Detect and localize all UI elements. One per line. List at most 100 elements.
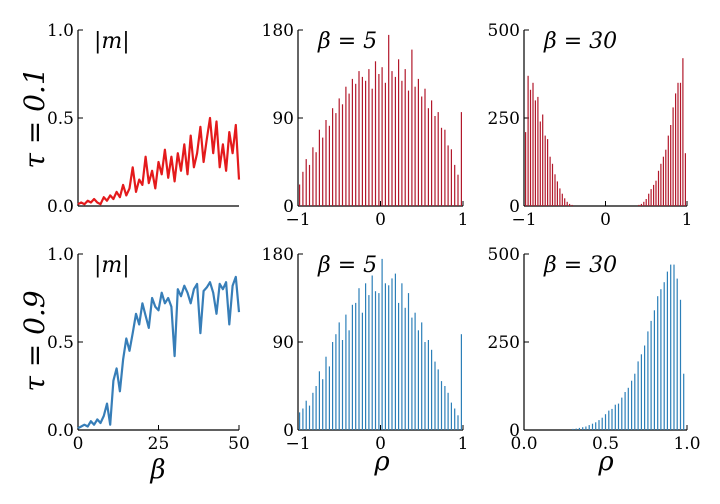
histogram-bar (374, 61, 377, 206)
histogram-bar (549, 156, 551, 206)
y-tick-label: 0 (509, 197, 520, 217)
y-tick-label: 1.0 (47, 245, 74, 265)
histogram-bar (434, 116, 436, 206)
x-tick-label: −1 (511, 210, 536, 230)
histogram-bar (341, 340, 344, 430)
y-tick-label: 250 (488, 333, 520, 353)
histogram-bar (601, 417, 603, 430)
histogram-bar (431, 349, 433, 430)
histogram-bar (444, 386, 446, 430)
histogram-bar (299, 412, 301, 430)
histogram-bar (611, 408, 613, 430)
histogram-bar (414, 86, 416, 206)
x-tick-label: 0 (73, 434, 84, 454)
histogram-bar (351, 304, 353, 430)
y-tick-label: 0.0 (47, 197, 74, 217)
histogram-bar (335, 334, 337, 430)
histogram-bar (351, 78, 353, 206)
histogram-bar (328, 125, 330, 206)
histogram-bar (381, 67, 383, 206)
histogram-bar (391, 278, 393, 430)
histogram-bar (302, 171, 304, 206)
histogram-bar (315, 386, 317, 430)
histogram-bar (595, 422, 597, 430)
histogram-bar (381, 258, 383, 430)
histogram-bar (404, 307, 406, 430)
histogram-bar (365, 283, 367, 430)
histogram-bar (318, 129, 320, 206)
histogram-bar (440, 381, 443, 430)
histogram-bar (591, 423, 594, 430)
histogram-bar (457, 415, 459, 430)
histogram-bar (440, 127, 443, 206)
histogram-bar (338, 98, 340, 206)
histogram-bar (676, 278, 678, 430)
histogram-bar (684, 153, 686, 206)
histogram-bar (328, 366, 330, 430)
histogram-bar (444, 129, 446, 206)
histogram-bar (338, 322, 340, 430)
histogram-bar (437, 369, 439, 430)
histogram-bar (345, 86, 347, 206)
histogram-bar (648, 193, 650, 206)
histogram-bar (547, 139, 549, 206)
histogram-bar (341, 104, 344, 206)
y-tick-label: 0.5 (47, 109, 74, 129)
histogram-bar (358, 288, 360, 430)
x-tick-label: −1 (285, 210, 310, 230)
histogram-bar (322, 137, 324, 206)
panel-annotation: β = 5 (317, 29, 377, 54)
histogram-bar (447, 145, 449, 206)
histogram-bar (527, 75, 529, 206)
histogram-bar (650, 320, 652, 430)
histogram-bar (355, 302, 357, 430)
histogram-bar (388, 34, 390, 207)
histogram-bar (394, 273, 396, 430)
histogram-bar (571, 204, 573, 206)
histogram-bar (631, 380, 633, 430)
histogram-bar (378, 293, 380, 430)
histogram-bar (384, 283, 386, 430)
y-tick-label: 0.5 (47, 333, 74, 353)
histogram-bar (660, 289, 662, 430)
histogram-bar (431, 100, 433, 206)
histogram-bar (638, 204, 640, 206)
histogram-bar (348, 93, 350, 206)
histogram-bar (569, 203, 571, 206)
histogram-bar (325, 120, 327, 206)
histogram-bar (544, 135, 546, 206)
histogram-bar (645, 199, 647, 206)
y-tick-label: 1.0 (47, 21, 74, 41)
y-tick-label: 90 (272, 109, 294, 129)
y-tick-label: 500 (488, 245, 520, 265)
histogram-bar (434, 361, 436, 430)
histogram-bar (305, 400, 307, 430)
histogram-bar (554, 174, 556, 206)
histogram-bar (650, 189, 652, 206)
histogram-bar (643, 201, 645, 206)
histogram-bar (670, 264, 672, 430)
histogram-bar (564, 198, 566, 206)
panel-annotation: |m| (94, 29, 130, 54)
histogram-bar (345, 314, 347, 430)
histogram-bar (427, 108, 429, 206)
histogram-bar (525, 132, 527, 206)
histogram-bar (302, 408, 304, 430)
histogram-bar (371, 88, 373, 206)
histogram-bar (358, 71, 360, 206)
y-tick-label: 250 (488, 109, 520, 129)
histogram-bar (411, 317, 413, 430)
histogram-bar (679, 82, 682, 206)
histogram-bar (566, 201, 568, 206)
histogram-bar (675, 93, 677, 206)
histogram-bar (365, 80, 367, 206)
x-tick-label: 0 (600, 210, 611, 230)
histogram-bar (670, 125, 672, 206)
histogram-bar (621, 397, 623, 430)
x-tick-label: 0 (375, 434, 386, 454)
histogram-bar (401, 283, 403, 430)
